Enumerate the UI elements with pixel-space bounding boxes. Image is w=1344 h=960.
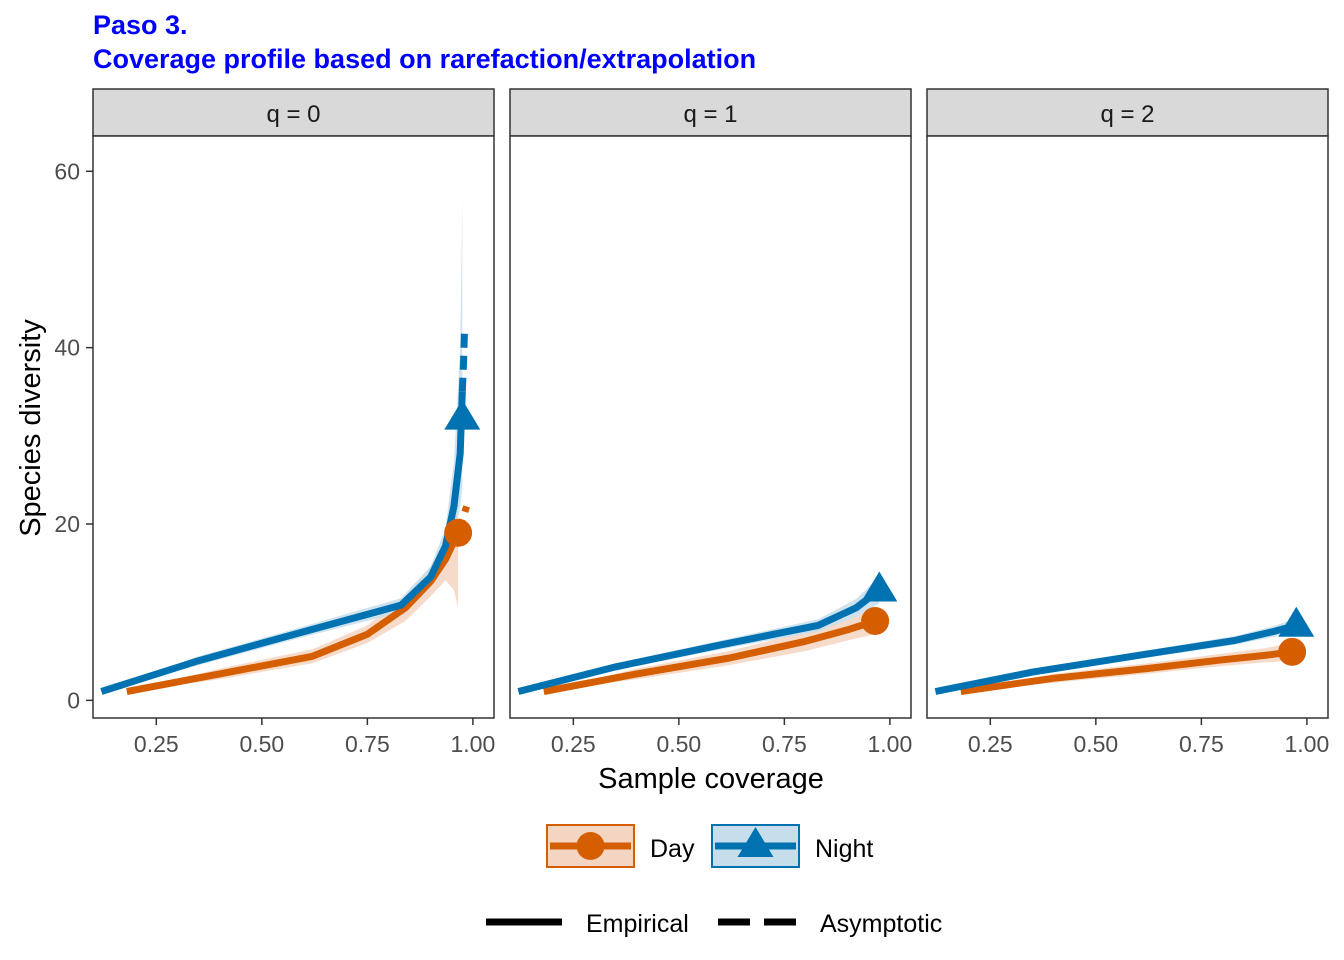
y-tick-label: 60 (54, 158, 80, 184)
observed-point-night (1278, 606, 1315, 637)
x-tick-label: 0.75 (345, 731, 390, 757)
chart-title: Paso 3. (93, 10, 188, 40)
y-tick-label: 20 (54, 511, 80, 537)
empirical-line-night (100, 391, 466, 695)
observed-point-night (861, 571, 898, 602)
facet-panel-2: q = 2 0.25 0.50 0.75 1.00 (926, 88, 1330, 757)
observed-point-night (444, 399, 481, 430)
ci-band-day (543, 607, 876, 692)
legend-key-night (711, 824, 800, 868)
x-tick-label: 0.25 (551, 731, 596, 757)
facet-strip (509, 88, 912, 137)
x-tick-label: 1.00 (868, 731, 913, 757)
chart-subtitle: Coverage profile based on rarefaction/ex… (93, 44, 756, 74)
x-tick-label: 1.00 (451, 731, 496, 757)
y-tick-label: 0 (67, 687, 80, 713)
empirical-line-day (126, 531, 462, 695)
empirical-line-night (934, 622, 1298, 695)
panel-background (927, 136, 1328, 718)
empirical-line-night (517, 587, 882, 695)
panel-background (93, 136, 494, 718)
facet-panel-1: q = 1 0.25 0.50 0.75 1.00 (509, 88, 913, 757)
legend-label-night: Night (815, 835, 873, 863)
x-axis-title: Sample coverage (598, 763, 824, 795)
asymptotic-line-night (458, 329, 468, 392)
x-tick-label: 0.75 (1179, 731, 1224, 757)
ci-band-day (126, 462, 459, 692)
facet-strip-label: q = 1 (683, 101, 737, 128)
panel-border (926, 135, 1329, 719)
legend-label-day: Day (650, 835, 695, 863)
y-axis-title: Species diversity (15, 319, 47, 537)
observed-point-day (444, 518, 473, 547)
facet-strip-label: q = 0 (266, 101, 320, 128)
legend-label-asymptotic: Asymptotic (820, 910, 942, 938)
x-tick-label: 0.50 (656, 731, 701, 757)
facet-panels: q = 0 0.25 0.50 0.75 1.00 0 20 40 60 q = 1 0.25 0.5… (54, 88, 1330, 757)
panel-border (92, 135, 495, 719)
panel-border (509, 135, 912, 719)
legend-line-types: Empirical Asymptotic (486, 910, 942, 938)
x-tick-label: 0.50 (239, 731, 284, 757)
legend-label-empirical: Empirical (586, 910, 689, 938)
x-tick-label: 0.50 (1073, 731, 1118, 757)
y-tick-label: 40 (54, 335, 80, 361)
x-tick-label: 0.25 (968, 731, 1013, 757)
facet-strip (92, 88, 495, 137)
facet-strip (926, 88, 1329, 137)
x-tick-label: 0.75 (762, 731, 807, 757)
legend-key-day (546, 824, 635, 868)
empirical-line-day (543, 617, 877, 695)
empirical-line-day (960, 648, 1293, 695)
facet-strip-label: q = 2 (1100, 101, 1154, 128)
x-tick-label: 0.25 (134, 731, 179, 757)
x-tick-label: 1.00 (1285, 731, 1330, 757)
facet-panel-0: q = 0 0.25 0.50 0.75 1.00 0 20 40 60 (54, 88, 496, 757)
observed-point-day (1278, 637, 1307, 666)
legend-groups: Day Night (546, 824, 873, 868)
observed-point-day (861, 607, 890, 635)
